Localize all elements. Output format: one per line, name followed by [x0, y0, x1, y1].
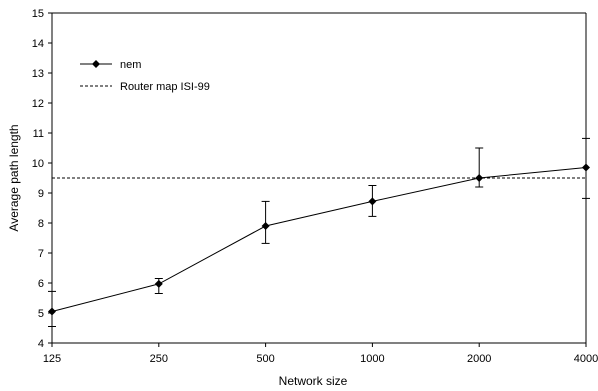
- y-tick-label: 9: [38, 188, 44, 200]
- legend-swatch-marker: [92, 60, 100, 68]
- y-tick-label: 11: [33, 128, 44, 140]
- data-point: [582, 163, 590, 172]
- y-tick-label: 12: [32, 98, 44, 110]
- x-tick-label: 250: [150, 353, 168, 365]
- y-tick-label: 14: [32, 38, 44, 50]
- legend-item: nem: [80, 59, 141, 71]
- x-axis-label: Network size: [279, 374, 348, 388]
- series-layer: [48, 137, 590, 327]
- x-tick-label: 2000: [467, 353, 491, 365]
- x-tick-label: 125: [43, 353, 61, 365]
- x-tick-label: 1000: [360, 353, 384, 365]
- data-point: [368, 197, 377, 206]
- y-tick-label: 8: [38, 218, 44, 230]
- legend-label: nem: [120, 59, 141, 71]
- y-tick-label: 6: [38, 278, 44, 290]
- data-point: [154, 279, 163, 288]
- y-ticks: 4 5 6 7 8 9 10 11 12 13 14 15: [32, 8, 52, 350]
- x-ticks: 125 250 500 1000 2000 4000: [43, 343, 598, 365]
- y-tick-label: 7: [38, 248, 44, 260]
- y-tick-label: 4: [38, 338, 44, 350]
- y-tick-label: 10: [32, 158, 44, 170]
- legend-label: Router map ISI-99: [120, 81, 210, 93]
- y-tick-label: 13: [32, 68, 44, 80]
- legend: nem Router map ISI-99: [80, 59, 210, 93]
- data-point: [261, 222, 270, 230]
- y-axis-label: Average path length: [7, 124, 21, 231]
- series-line: [51, 167, 587, 312]
- data-point: [48, 307, 56, 316]
- x-tick-label: 4000: [574, 353, 598, 365]
- legend-item: Router map ISI-99: [80, 81, 210, 93]
- x-tick-label: 500: [256, 353, 274, 365]
- y-tick-label: 5: [38, 308, 44, 320]
- y-tick-label: 15: [32, 8, 44, 20]
